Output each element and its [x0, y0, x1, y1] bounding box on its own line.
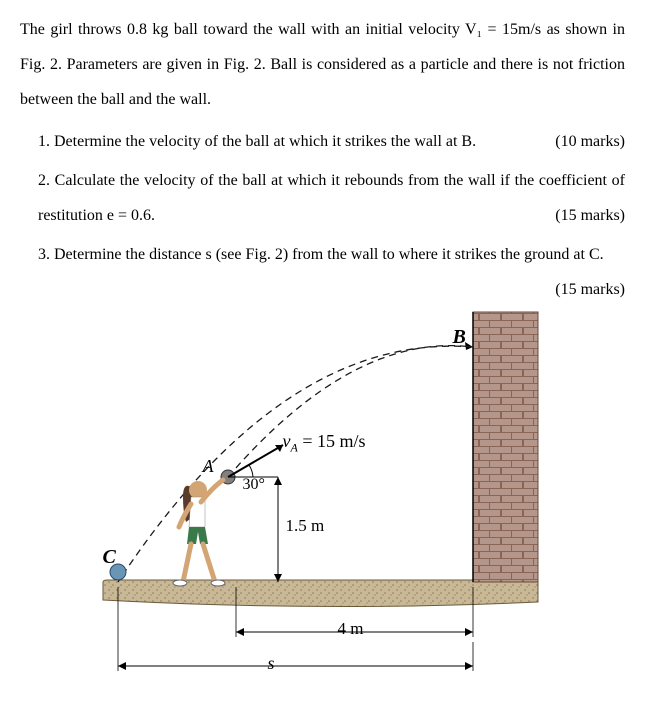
label-C: C — [103, 547, 116, 567]
question-list: 1. Determine the velocity of the ball at… — [20, 124, 625, 273]
angle-label: 30° — [243, 477, 265, 493]
question-1: 1. Determine the velocity of the ball at… — [38, 124, 625, 159]
q2-text: 2. Calculate the velocity of the ball at… — [38, 172, 625, 224]
q1-marks: (10 marks) — [555, 124, 625, 159]
q3-marks: (15 marks) — [555, 272, 625, 307]
figure: B A C vA = 15 m/s 30° 1.5 m 4 m s — [83, 292, 563, 682]
label-A: A — [203, 457, 214, 475]
question-2: 2. Calculate the velocity of the ball at… — [38, 163, 625, 233]
q2-marks: (15 marks) — [555, 198, 625, 233]
label-B: B — [453, 327, 466, 347]
velocity-label: vA = 15 m/s — [283, 432, 366, 454]
girl-figure — [173, 480, 225, 586]
q3-text: 3. Determine the distance s (see Fig. 2)… — [38, 246, 604, 263]
width-label: 4 m — [338, 620, 364, 637]
q1-text: 1. Determine the velocity of the ball at… — [38, 133, 476, 150]
distance-label: s — [268, 654, 275, 672]
height-label: 1.5 m — [286, 517, 325, 534]
question-3: 3. Determine the distance s (see Fig. 2)… — [38, 237, 625, 272]
problem-intro: The girl throws 0.8 kg ball toward the w… — [20, 12, 625, 118]
